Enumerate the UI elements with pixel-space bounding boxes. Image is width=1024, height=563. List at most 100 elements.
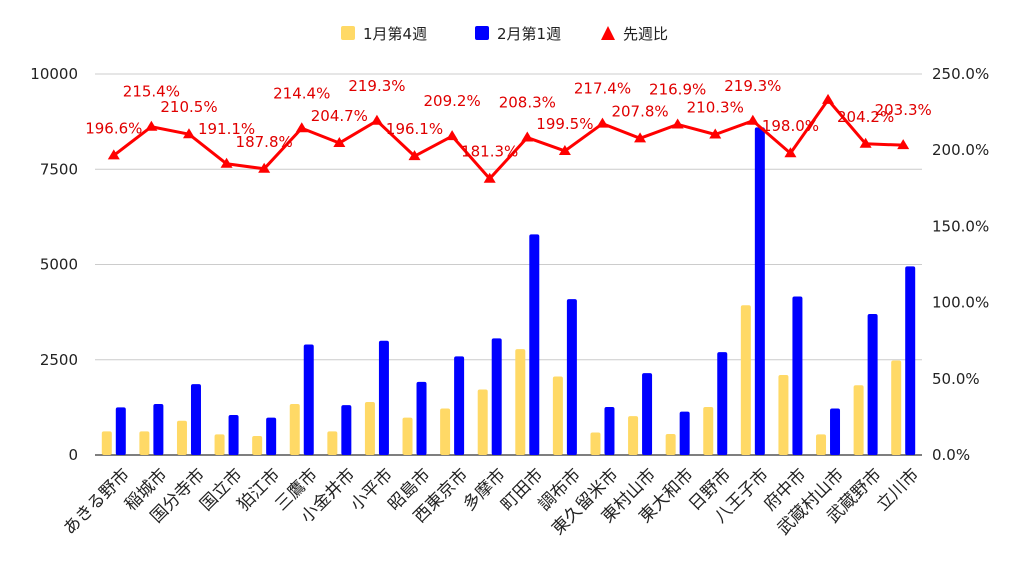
right-tick-label: 0.0% (932, 446, 970, 464)
category-label-group: 多摩市 (460, 465, 510, 515)
ratio-point (521, 131, 534, 142)
category-label: 狛江市 (234, 465, 284, 515)
ratio-data-label: 204.2% (837, 108, 894, 126)
bar-2月第1週 (378, 340, 389, 455)
ratio-point (671, 118, 684, 129)
right-tick-label: 250.0% (932, 65, 989, 83)
ratio-data-label: 196.1% (386, 120, 443, 138)
category-label-group: 町田市 (497, 465, 547, 515)
ratio-data-label: 207.8% (611, 102, 668, 120)
ratio-data-label: 219.3% (724, 77, 781, 95)
left-tick-label: 7500 (40, 160, 78, 178)
bar-1月第4週 (853, 385, 864, 455)
bar-1月第4週 (327, 431, 338, 455)
ratio-data-label: 217.4% (574, 80, 631, 98)
bar-1月第4週 (703, 406, 714, 455)
bar-1月第4週 (477, 389, 488, 455)
bar-2月第1週 (529, 234, 540, 455)
ratio-data-label: 187.8% (236, 133, 293, 151)
left-tick-label: 2500 (40, 351, 78, 369)
legend-swatch (475, 26, 489, 40)
category-label: 国立市 (196, 465, 246, 515)
ratio-data-label: 196.6% (85, 119, 142, 137)
category-label: 多摩市 (460, 465, 510, 515)
bar-1月第4週 (515, 349, 526, 455)
ratio-data-label: 215.4% (123, 83, 180, 101)
ratio-data-label: 209.2% (424, 92, 481, 110)
ratio-data-label: 208.3% (499, 94, 556, 112)
ratio-point (258, 162, 271, 173)
ratio-point (822, 93, 835, 104)
ratio-data-label: 191.1% (198, 120, 255, 138)
category-label-group: 国立市 (196, 465, 246, 515)
legend: 1月第4週 2月第1週 先週比 (341, 25, 668, 43)
ratio-data-label: 203.3% (875, 101, 932, 119)
ratio-point (709, 128, 722, 139)
bar-2月第1週 (266, 417, 277, 455)
ratio-point (634, 132, 647, 143)
ratio-point (746, 114, 759, 125)
ratio-data-label: 210.3% (687, 99, 744, 117)
ratio-line: 196.6% 215.4%210.5% 191.1%187.8% 214.4% 204.… (85, 77, 932, 183)
ratio-data-label: 204.7% (311, 107, 368, 125)
ratio-point (859, 137, 872, 148)
ratio-data-label: 198.0% (762, 117, 819, 135)
bar-1月第4週 (252, 435, 263, 455)
bar-2月第1週 (190, 384, 201, 455)
bar-1月第4週 (891, 360, 902, 455)
legend-swatch (341, 26, 355, 40)
right-axis: 0.0% 50.0% 100.0% 150.0% 200.0% 250.0% (932, 65, 989, 464)
ratio-data-label: 210.5% (160, 98, 217, 116)
legend-label: 1月第4週 (363, 25, 427, 43)
left-tick-label: 0 (68, 446, 78, 464)
ratio-data-label: 214.4% (273, 84, 330, 102)
category-label-group: 小平市 (347, 465, 397, 515)
bar-1月第4週 (289, 403, 300, 455)
ratio-point (784, 147, 797, 158)
bar-2月第1週 (115, 407, 126, 455)
right-tick-label: 150.0% (932, 217, 989, 235)
bar-2月第1週 (416, 381, 427, 455)
bar-1月第4週 (402, 417, 413, 455)
right-tick-label: 50.0% (932, 370, 980, 388)
ratio-point (145, 120, 158, 131)
bar-2月第1週 (604, 406, 615, 455)
bar-2月第1週 (228, 414, 239, 455)
ratio-point (107, 149, 120, 160)
ratio-point (370, 114, 383, 125)
ratio-point (220, 157, 233, 168)
ratio-data-label: 181.3% (461, 143, 518, 161)
category-label: 町田市 (497, 465, 547, 515)
category-labels: あきる野市稲城市国分寺市国立市狛江市三鷹市小金井市小平市昭島市西東京市多摩市町田… (60, 464, 923, 539)
bar-1月第4週 (816, 434, 827, 455)
bar-2月第1週 (867, 314, 878, 455)
ratio-point (333, 137, 346, 148)
bar-2月第1週 (830, 408, 841, 455)
bar-2月第1週 (754, 127, 765, 455)
ratio-point (182, 128, 195, 139)
ratio-point (446, 130, 459, 141)
bar-1月第4週 (176, 420, 187, 455)
ratio-point (558, 144, 571, 155)
bar-1月第4週 (740, 305, 751, 455)
bar-2月第1週 (566, 299, 577, 455)
bar-1月第4週 (628, 416, 639, 455)
ratio-point (483, 172, 496, 183)
bar-2月第1週 (454, 356, 465, 455)
bar-2月第1週 (491, 338, 502, 455)
left-tick-label: 5000 (40, 256, 78, 274)
right-tick-label: 200.0% (932, 141, 989, 159)
bar-1月第4週 (552, 376, 563, 455)
bar-1月第4週 (665, 434, 676, 455)
bar-2月第1週 (717, 352, 728, 455)
bar-1月第4週 (139, 431, 150, 455)
category-label-group: 狛江市 (234, 465, 284, 515)
category-label: 立川市 (873, 465, 923, 515)
bar-1月第4週 (214, 434, 225, 455)
legend-label: 先週比 (623, 25, 668, 43)
ratio-point (596, 117, 609, 128)
bars (101, 127, 916, 455)
bar-2月第1週 (679, 411, 690, 455)
bar-2月第1週 (905, 266, 916, 455)
